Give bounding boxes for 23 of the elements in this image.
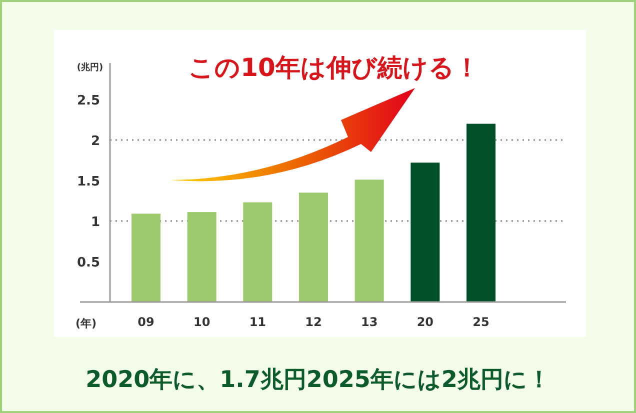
chart-title: この10年は伸び続ける！ <box>188 53 480 82</box>
x-axis-title: (年) <box>75 317 97 330</box>
text: 2020年に、1.7兆円2025年には2兆円に！ <box>86 367 550 393</box>
y-tick-label: 2 <box>90 134 100 149</box>
y-tick-label: 2.5 <box>76 93 100 108</box>
bar <box>243 202 272 302</box>
x-tick-label: 25 <box>472 315 490 329</box>
y-axis-title: (兆円) <box>76 62 104 73</box>
y-tick-label: 0.5 <box>76 255 100 270</box>
bar <box>132 214 160 302</box>
x-tick-label: 13 <box>360 315 378 329</box>
x-tick-label: 10 <box>193 315 210 329</box>
x-tick-label: 12 <box>305 315 322 329</box>
bar <box>354 180 384 302</box>
y-tick-label: 1.5 <box>76 174 100 190</box>
bar <box>299 192 328 302</box>
x-tick-label: 20 <box>416 315 434 329</box>
y-tick-label: 1 <box>90 214 100 230</box>
x-tick-label: 09 <box>138 315 154 329</box>
bar <box>466 124 496 302</box>
bar <box>410 162 440 302</box>
bar <box>187 212 216 302</box>
x-tick-label: 11 <box>249 315 266 329</box>
